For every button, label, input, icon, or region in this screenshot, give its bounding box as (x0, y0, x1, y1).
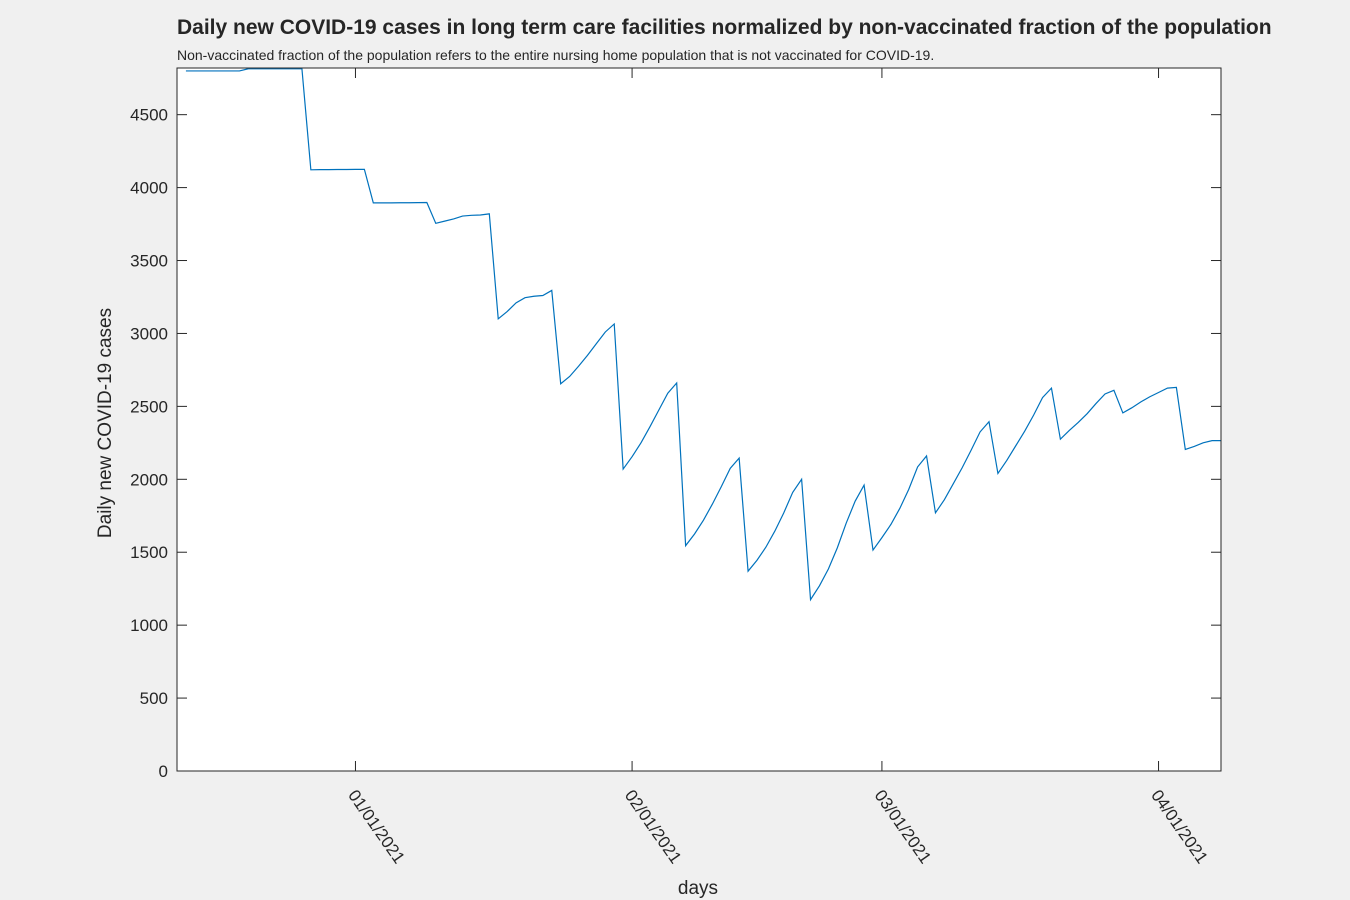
axes-box (176, 67, 1222, 772)
y-tick-label: 2000 (130, 470, 168, 489)
x-axis-label: days (678, 878, 718, 899)
y-tick-label: 0 (159, 762, 168, 781)
y-tick-label: 3000 (130, 324, 168, 343)
y-tick-label: 1000 (130, 616, 168, 635)
y-tick-label: 2500 (130, 397, 168, 416)
chart-subtitle: Non-vaccinated fraction of the populatio… (177, 47, 934, 63)
y-axis-label: Daily new COVID-19 cases (95, 308, 116, 538)
y-tick-label: 1500 (130, 543, 168, 562)
y-tick-label: 4000 (130, 179, 168, 198)
data-line (185, 68, 1221, 602)
y-tick-label: 500 (140, 689, 168, 708)
chart-title: Daily new COVID-19 cases in long term ca… (177, 16, 1272, 39)
y-tick-label: 3500 (130, 252, 168, 271)
plot-area (177, 68, 1221, 771)
y-tick-label: 4500 (130, 106, 168, 125)
